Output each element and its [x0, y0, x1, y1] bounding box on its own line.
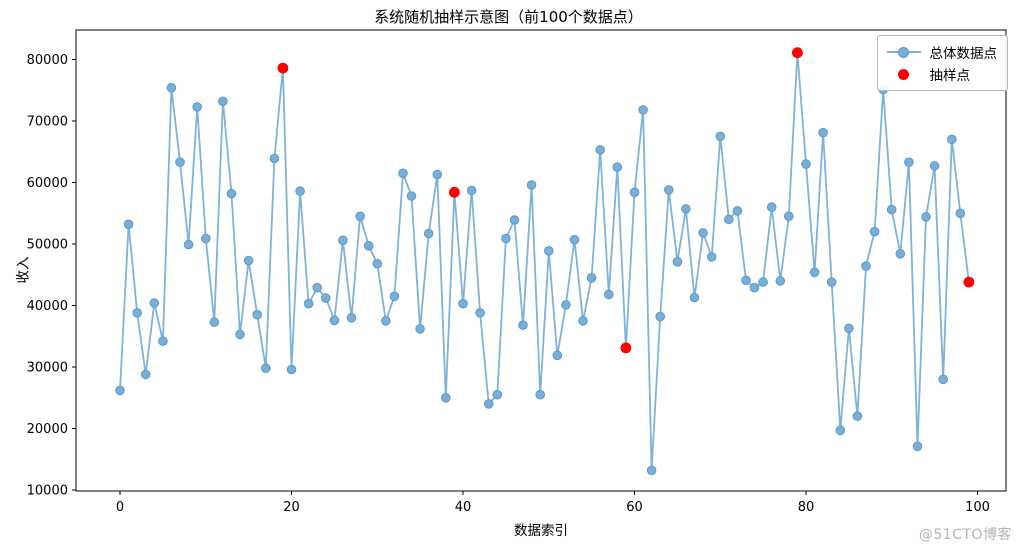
population-series-markers	[115, 47, 974, 476]
x-axis-label: 数据索引	[514, 523, 568, 539]
svg-text:70000: 70000	[27, 115, 68, 130]
svg-text:40000: 40000	[27, 299, 68, 314]
watermark: @51CTO博客	[918, 527, 1012, 543]
x-axis: 0 20 40 60 80 100	[116, 491, 990, 515]
svg-text:80: 80	[798, 500, 815, 515]
svg-text:20: 20	[283, 500, 300, 515]
svg-text:20000: 20000	[27, 422, 68, 437]
sample-points	[277, 47, 975, 354]
legend: 总体数据点 抽样点	[876, 35, 1008, 91]
plot-spines	[75, 29, 1007, 492]
y-axis: 10000 20000 30000 40000 50000 60000 70000 80000	[27, 53, 76, 499]
legend-item-population: 总体数据点	[886, 41, 998, 63]
chart-title: 系统随机抽样示意图（前100个数据点）	[374, 8, 643, 26]
svg-text:100: 100	[965, 500, 990, 515]
population-series-line	[119, 51, 970, 472]
svg-text:30000: 30000	[27, 361, 68, 376]
svg-text:40: 40	[455, 500, 472, 515]
legend-population-label: 总体数据点	[929, 46, 998, 62]
legend-item-sample: 抽样点	[887, 63, 998, 85]
svg-text:80000: 80000	[27, 53, 68, 68]
svg-text:10000: 10000	[27, 484, 68, 499]
sample-dot-icon	[887, 67, 921, 81]
population-line-marker-icon	[886, 45, 921, 59]
svg-text:60000: 60000	[27, 176, 68, 191]
y-axis-label: 收入	[15, 256, 32, 284]
svg-text:50000: 50000	[27, 238, 68, 253]
svg-text:0: 0	[116, 500, 124, 515]
legend-sample-label: 抽样点	[929, 68, 971, 84]
svg-text:60: 60	[626, 500, 643, 515]
